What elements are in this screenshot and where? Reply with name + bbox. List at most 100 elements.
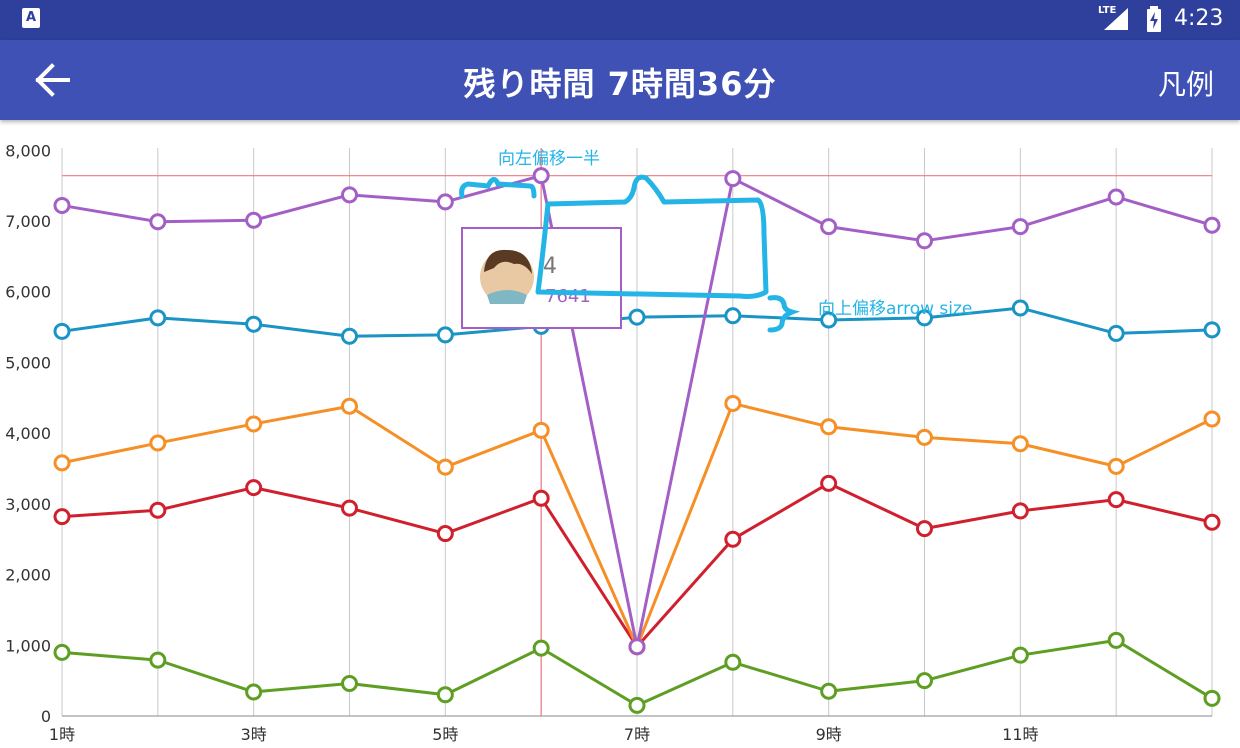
y-tick-label: 2,000 — [5, 566, 51, 585]
page-title: 残り時間 7時間36分 — [463, 65, 777, 103]
x-tick-label: 11時 — [1002, 725, 1038, 744]
battery-charging-icon — [1147, 6, 1161, 32]
y-tick-label: 7,000 — [5, 212, 51, 231]
data-point[interactable] — [1107, 491, 1125, 509]
data-point[interactable] — [53, 196, 71, 214]
data-point[interactable] — [1203, 513, 1221, 531]
data-point[interactable] — [245, 315, 263, 333]
x-tick-label: 7時 — [624, 725, 650, 744]
annotation-shift-left: 向左偏移一半 — [498, 149, 600, 169]
data-point[interactable] — [724, 653, 742, 671]
data-point[interactable] — [149, 651, 167, 669]
tooltip-index: 4 — [543, 254, 557, 279]
data-point[interactable] — [1107, 324, 1125, 342]
data-point[interactable] — [820, 682, 838, 700]
y-tick-label: 8,000 — [5, 141, 51, 160]
annotation-overlay: 向左偏移一半 向上偏移arrow size — [459, 149, 972, 333]
data-point[interactable] — [532, 489, 550, 507]
data-point[interactable] — [724, 530, 742, 548]
annotation-brace-left — [459, 177, 537, 199]
data-point[interactable] — [341, 327, 358, 345]
annotation-shift-up: 向上偏移arrow size — [818, 299, 972, 319]
data-point[interactable] — [436, 525, 454, 543]
back-button[interactable] — [24, 56, 80, 104]
status-bar: A LTE 4:23 — [0, 0, 1240, 40]
data-point[interactable] — [724, 307, 742, 325]
data-point[interactable] — [1203, 410, 1221, 428]
data-point[interactable] — [341, 186, 358, 204]
x-tick-label: 3時 — [241, 725, 267, 744]
data-point[interactable] — [724, 394, 742, 412]
data-point[interactable] — [820, 418, 838, 436]
data-point[interactable] — [916, 672, 933, 690]
x-tick-label: 1時 — [49, 725, 75, 744]
signal-icon — [1104, 8, 1128, 30]
tooltip-value: 7641 — [545, 286, 591, 307]
app-bar: 残り時間 7時間36分 凡例 — [0, 40, 1240, 120]
data-point[interactable] — [820, 474, 838, 492]
data-point[interactable] — [1203, 689, 1221, 707]
data-point[interactable] — [1011, 646, 1029, 664]
avatar-hair — [484, 249, 532, 274]
data-point[interactable] — [1203, 216, 1221, 234]
network-type-label: LTE — [1098, 5, 1117, 16]
data-point[interactable] — [1011, 299, 1029, 317]
data-point[interactable] — [1203, 321, 1221, 339]
data-point[interactable] — [1011, 435, 1029, 453]
data-point[interactable] — [149, 501, 167, 519]
data-point[interactable] — [1107, 457, 1125, 475]
data-point[interactable] — [628, 308, 646, 326]
y-tick-label: 0 — [41, 707, 51, 726]
data-point[interactable] — [1107, 188, 1125, 206]
data-point[interactable] — [532, 421, 550, 439]
y-tick-label: 5,000 — [5, 353, 51, 372]
data-point[interactable] — [53, 322, 71, 340]
annotation-brace-right — [767, 295, 801, 333]
line-chart[interactable]: 0 1,000 2,000 3,000 4,000 5,000 6,000 7,000 8,00… — [0, 122, 1240, 748]
x-tick-label: 5時 — [432, 725, 458, 744]
legend-button[interactable]: 凡例 — [1157, 68, 1214, 101]
data-point[interactable] — [341, 499, 358, 517]
data-point[interactable] — [53, 454, 71, 472]
data-point[interactable] — [1011, 218, 1029, 236]
data-point[interactable] — [532, 167, 550, 185]
data-point[interactable] — [628, 696, 646, 714]
clock: 4:23 — [1174, 6, 1224, 31]
data-point[interactable] — [245, 683, 263, 701]
annotation-outline-box — [535, 174, 769, 299]
data-point[interactable] — [820, 311, 838, 329]
data-point[interactable] — [245, 415, 263, 433]
y-tick-label: 4,000 — [5, 424, 51, 443]
data-point[interactable] — [149, 309, 167, 327]
y-tick-label: 6,000 — [5, 283, 51, 302]
data-point[interactable] — [916, 520, 933, 538]
data-point[interactable] — [341, 397, 358, 415]
app-notification-icon: A — [22, 8, 40, 28]
data-point[interactable] — [436, 686, 454, 704]
avatar-shirt — [487, 290, 527, 304]
y-tick-label: 1,000 — [5, 636, 51, 655]
data-point[interactable] — [1011, 502, 1029, 520]
data-point[interactable] — [149, 434, 167, 452]
y-tick-label: 3,000 — [5, 495, 51, 514]
data-point[interactable] — [436, 458, 454, 476]
data-point[interactable] — [245, 211, 263, 229]
data-point[interactable] — [916, 428, 933, 446]
data-point[interactable] — [724, 170, 742, 188]
data-point[interactable] — [916, 309, 933, 327]
data-point[interactable] — [53, 508, 71, 526]
data-point[interactable] — [53, 643, 71, 661]
data-point[interactable] — [916, 232, 933, 250]
data-point[interactable] — [245, 479, 263, 497]
x-tick-label: 9時 — [816, 725, 842, 744]
data-point[interactable] — [341, 674, 358, 692]
data-point[interactable] — [436, 193, 454, 211]
data-point[interactable] — [532, 639, 550, 657]
data-point[interactable] — [436, 326, 454, 344]
chart-tooltip: 4 7641 — [461, 227, 622, 329]
data-point[interactable] — [149, 213, 167, 231]
data-point[interactable] — [628, 638, 646, 656]
arrow-left-icon — [35, 63, 70, 97]
data-point[interactable] — [1107, 631, 1125, 649]
data-point[interactable] — [820, 218, 838, 236]
